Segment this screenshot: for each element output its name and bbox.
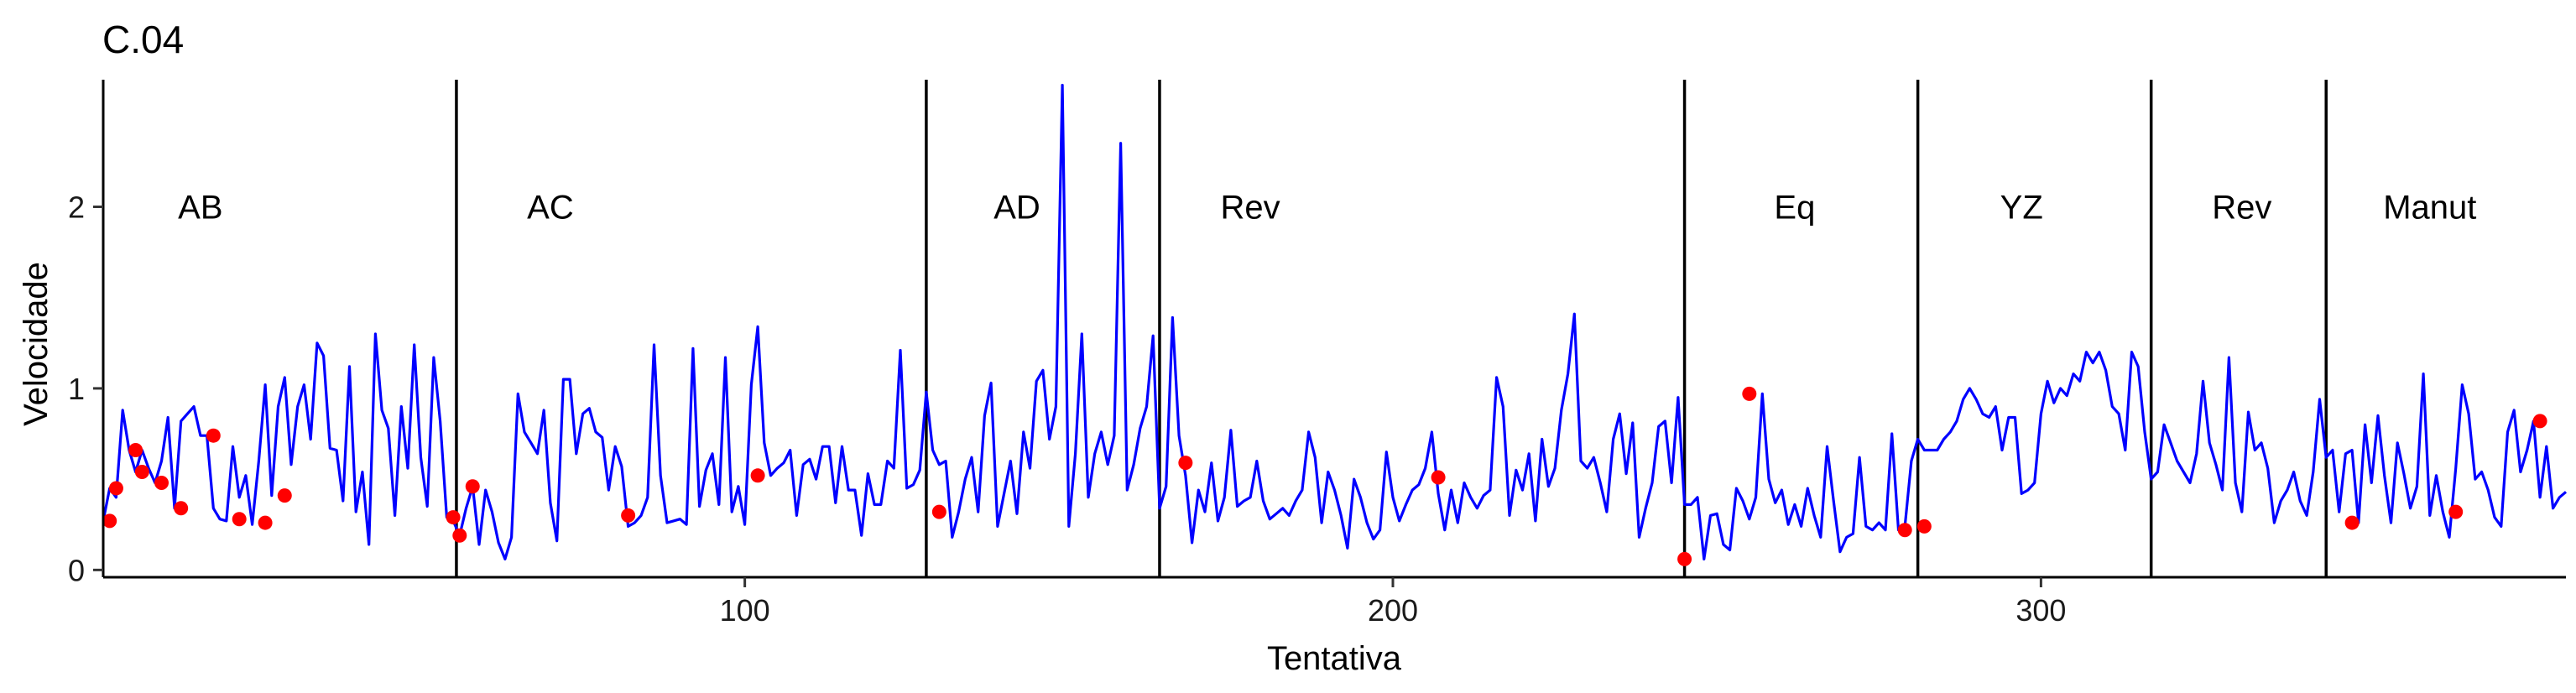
data-point-18	[1431, 470, 1446, 485]
data-point-6	[174, 501, 189, 516]
data-point-8	[232, 512, 247, 527]
data-point-16	[931, 504, 946, 519]
phase-label-7: Rev	[2212, 189, 2271, 226]
data-point-14	[621, 508, 636, 523]
data-point-2	[108, 481, 123, 496]
phase-label-1: AB	[178, 189, 222, 226]
data-point-10	[277, 488, 292, 503]
phase-label-2: AC	[527, 189, 574, 226]
data-point-1	[102, 513, 117, 529]
data-point-12	[452, 528, 467, 543]
phase-boundaries	[455, 80, 2328, 577]
phase-labels: AB AC AD Rev Eq YZ Rev Manut	[178, 189, 2476, 226]
y-tick-label-0: 0	[68, 553, 85, 587]
data-point-17	[1178, 456, 1193, 471]
y-tick-label-1: 1	[68, 372, 85, 406]
data-point-4	[134, 464, 149, 479]
data-point-22	[1916, 518, 1932, 534]
data-point-24	[2448, 504, 2464, 519]
phase-label-4: Rev	[1221, 189, 1280, 226]
series-layer	[102, 83, 2568, 561]
phase-label-8: Manut	[2383, 189, 2476, 226]
data-point-25	[2532, 414, 2547, 429]
data-point-20	[1742, 386, 1757, 401]
marker-layer	[102, 386, 2547, 566]
x-tick-label-200: 200	[1368, 593, 1418, 628]
data-point-13	[465, 479, 480, 494]
data-point-19	[1677, 551, 1692, 566]
data-point-9	[258, 515, 273, 530]
data-point-3	[128, 443, 143, 458]
y-tick-label-2: 2	[68, 190, 85, 224]
phase-label-5: Eq	[1774, 189, 1815, 226]
phase-label-6: YZ	[2000, 189, 2043, 226]
series-line-1	[102, 83, 2568, 561]
data-point-7	[206, 428, 221, 443]
data-point-21	[1897, 523, 1912, 538]
x-tick-label-100: 100	[720, 593, 770, 628]
data-point-23	[2344, 515, 2360, 530]
chart-title: C.04	[102, 18, 184, 61]
data-point-5	[154, 475, 169, 490]
x-axis-label: Tentativa	[1267, 640, 1402, 677]
x-tick-label-300: 300	[2015, 593, 2066, 628]
data-point-15	[750, 468, 765, 483]
y-axis-label: Velocidade	[18, 262, 55, 426]
axes: 0 1 2 100 200 300	[68, 80, 2566, 628]
data-point-11	[446, 510, 461, 525]
phase-label-3: AD	[993, 189, 1040, 226]
